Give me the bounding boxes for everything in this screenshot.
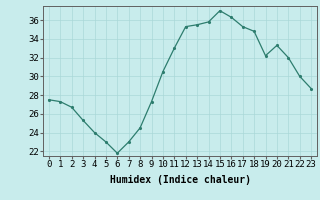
- X-axis label: Humidex (Indice chaleur): Humidex (Indice chaleur): [109, 175, 251, 185]
